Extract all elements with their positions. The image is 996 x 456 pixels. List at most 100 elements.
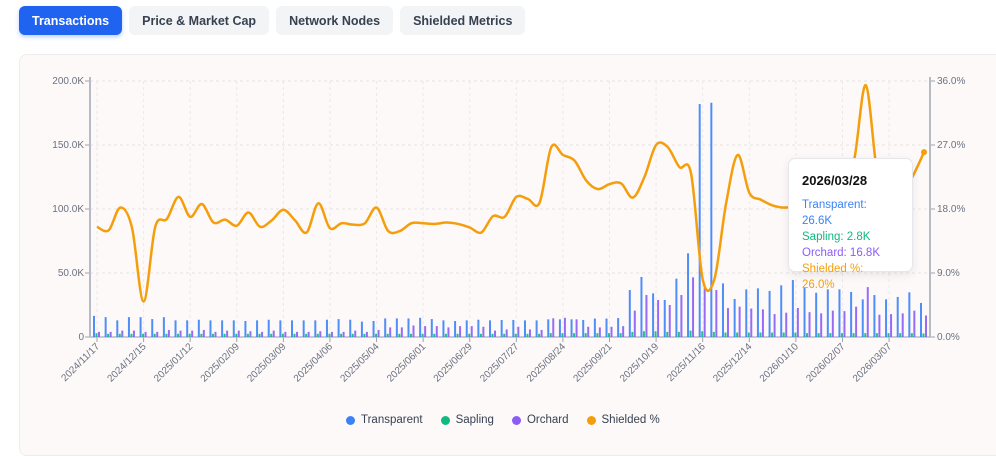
bar-orchard xyxy=(494,330,497,337)
bar-orchard xyxy=(412,325,415,337)
bar-transparent xyxy=(221,320,224,337)
bar-sapling xyxy=(468,333,471,337)
tab-transactions[interactable]: Transactions xyxy=(19,6,123,35)
bar-transparent xyxy=(873,295,876,337)
y-right-tick-label: 0.0% xyxy=(937,332,960,343)
bar-transparent xyxy=(756,288,759,337)
y-right-tick-label: 9.0% xyxy=(937,268,960,279)
legend-sapling[interactable]: Sapling xyxy=(440,414,494,426)
bar-orchard xyxy=(296,331,299,337)
y-left-tick-label: 0 xyxy=(78,332,84,343)
bar-transparent xyxy=(512,319,515,337)
bar-orchard xyxy=(400,327,403,337)
bar-orchard xyxy=(668,305,671,337)
bar-orchard xyxy=(563,317,566,337)
bar-orchard xyxy=(820,313,823,337)
bar-orchard xyxy=(901,313,904,337)
bar-orchard xyxy=(132,330,135,337)
bar-orchard xyxy=(307,331,310,337)
bar-orchard xyxy=(505,329,508,337)
bar-transparent xyxy=(523,320,526,337)
bar-transparent xyxy=(547,319,550,337)
bar-orchard xyxy=(214,331,217,337)
bar-transparent xyxy=(593,318,596,337)
bar-transparent xyxy=(291,320,294,337)
bar-transparent xyxy=(454,321,457,337)
chart-tabs: Transactions Price & Market Cap Network … xyxy=(19,6,526,35)
bar-transparent xyxy=(768,290,771,337)
tab-shielded-metrics[interactable]: Shielded Metrics xyxy=(400,6,526,35)
bar-orchard xyxy=(424,326,427,337)
bar-sapling xyxy=(526,333,529,337)
bar-sapling xyxy=(654,331,657,337)
x-tick-label: 2025/09/21 xyxy=(571,341,614,384)
bar-transparent xyxy=(244,321,247,337)
bar-sapling xyxy=(666,331,669,337)
x-tick-label: 2026/03/07 xyxy=(851,341,894,384)
bar-transparent xyxy=(151,319,154,337)
bar-orchard xyxy=(552,318,555,337)
tab-network-nodes[interactable]: Network Nodes xyxy=(276,6,394,35)
bar-transparent xyxy=(582,319,585,337)
bar-transparent xyxy=(815,292,818,337)
bar-orchard xyxy=(249,331,252,337)
bar-transparent xyxy=(302,320,305,337)
bar-orchard xyxy=(435,326,438,337)
legend-label: Transparent xyxy=(361,414,423,426)
bar-orchard xyxy=(459,326,462,337)
bar-orchard xyxy=(761,309,764,337)
bar-transparent xyxy=(127,317,130,337)
bar-transparent xyxy=(500,319,503,337)
bar-sapling xyxy=(677,331,680,337)
bar-sapling xyxy=(316,333,319,337)
bar-sapling xyxy=(794,332,797,337)
bar-orchard xyxy=(354,330,357,337)
tab-price-market-cap[interactable]: Price & Market Cap xyxy=(129,6,270,35)
bar-transparent xyxy=(675,278,678,337)
x-tick-label: 2025/12/14 xyxy=(711,341,754,384)
bar-transparent xyxy=(558,319,561,337)
bar-sapling xyxy=(305,333,308,337)
bar-sapling xyxy=(107,333,110,337)
bar-transparent xyxy=(721,283,724,337)
bar-transparent xyxy=(896,296,899,337)
bar-sapling xyxy=(258,333,261,337)
transactions-chart[interactable]: 0 0.0% 50.0K 9.0% 100.0K 18.0% 150.0K 27.0% 200.… xyxy=(0,0,996,440)
bar-transparent xyxy=(407,318,410,337)
x-tick-label: 2026/01/10 xyxy=(758,341,801,384)
bar-sapling xyxy=(910,333,913,337)
bar-transparent xyxy=(93,315,95,337)
bar-orchard xyxy=(738,306,741,337)
legend-transparent[interactable]: Transparent xyxy=(346,414,423,426)
bar-transparent xyxy=(850,291,853,337)
bar-orchard xyxy=(610,326,613,337)
bar-orchard xyxy=(470,326,473,337)
x-tick-label: 2025/01/12 xyxy=(152,341,195,384)
bar-transparent xyxy=(885,299,888,337)
x-tick-label: 2025/05/04 xyxy=(338,341,381,384)
legend-dot-icon xyxy=(440,415,450,425)
bar-sapling xyxy=(409,333,412,337)
legend-orchard[interactable]: Orchard xyxy=(511,414,569,426)
y-right-tick-label: 18.0% xyxy=(937,204,965,215)
bar-transparent xyxy=(325,319,328,337)
bar-orchard xyxy=(319,331,322,337)
tooltip-date: 2026/03/28 xyxy=(802,173,868,188)
bar-sapling xyxy=(806,333,809,337)
bar-orchard xyxy=(831,310,834,337)
legend-shielded[interactable]: Shielded % xyxy=(586,414,660,426)
bar-sapling xyxy=(200,333,203,337)
chart-legend: Transparent Sapling Orchard Shielded % xyxy=(346,414,660,426)
bar-transparent xyxy=(162,317,165,337)
bar-transparent xyxy=(617,318,620,337)
bar-transparent xyxy=(384,318,387,337)
bar-transparent xyxy=(791,280,794,337)
bar-orchard xyxy=(785,312,788,337)
bar-orchard xyxy=(517,326,520,337)
bar-transparent xyxy=(267,319,270,337)
bar-sapling xyxy=(223,333,226,337)
bar-sapling xyxy=(153,333,156,337)
bar-transparent xyxy=(430,319,433,337)
x-tick-label: 2025/06/29 xyxy=(432,341,475,384)
bar-sapling xyxy=(538,333,541,337)
